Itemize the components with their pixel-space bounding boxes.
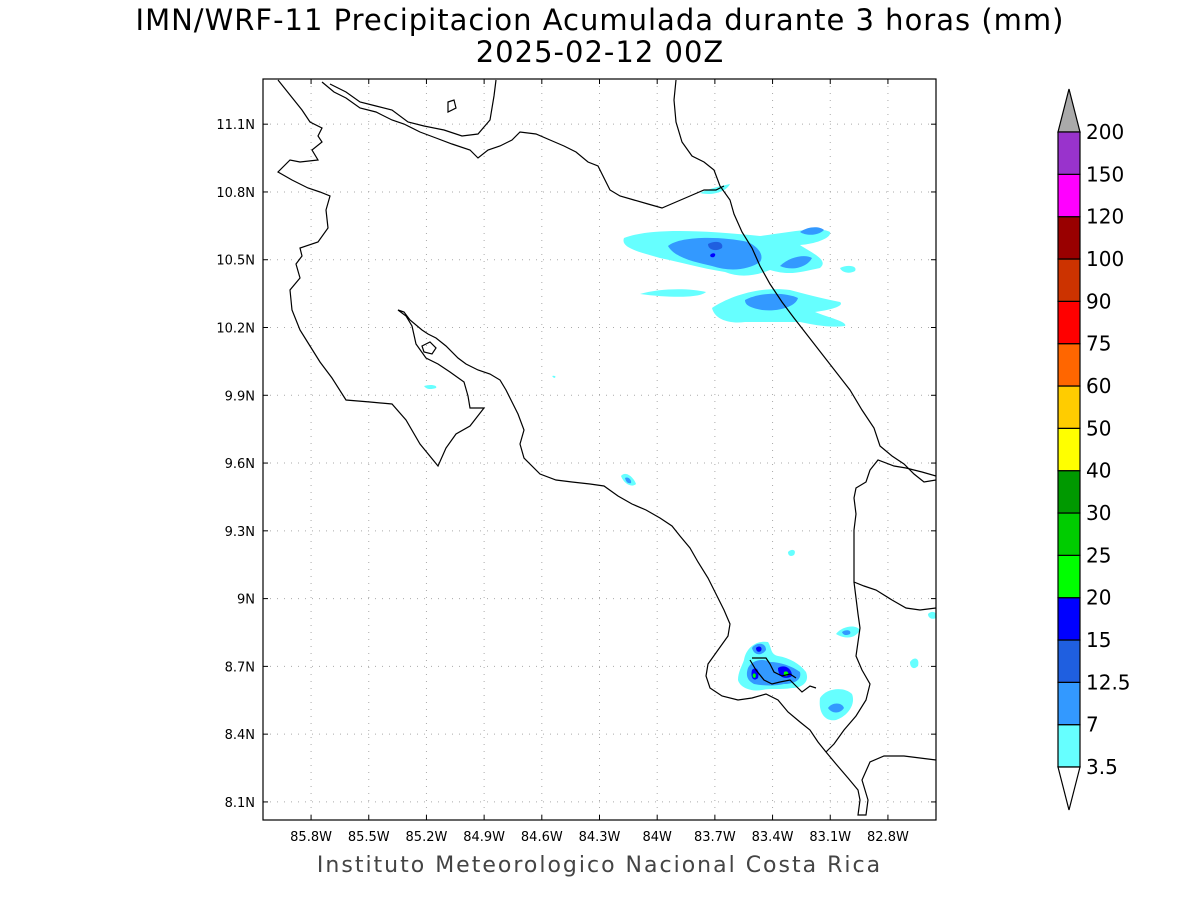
colorbar-label: 40 [1086, 459, 1111, 483]
colorbar-label: 200 [1086, 120, 1124, 144]
colorbar-label: 12.5 [1086, 670, 1131, 694]
colorbar-label: 100 [1086, 247, 1124, 271]
map-footer: Instituto Meteorologico Nacional Costa R… [316, 853, 883, 878]
colorbar-label: 75 [1086, 332, 1111, 356]
pacific-coastline [277, 79, 936, 816]
precip-area-very-heavy [710, 253, 716, 258]
lon-tick-label: 85.8W [290, 830, 332, 845]
colorbar-label: 3.5 [1086, 755, 1118, 779]
colorbar-over-arrow [1057, 88, 1081, 133]
colorbar-swatch [1057, 216, 1081, 260]
lat-tick-label: 9.3N [225, 525, 255, 540]
colorbar-swatch [1057, 470, 1081, 514]
colorbar-swatch [1057, 427, 1081, 472]
colorbar-label: 50 [1086, 416, 1111, 440]
precip-area-light [640, 289, 706, 297]
precip-area-heavy [708, 241, 723, 251]
precipitation-areas [424, 184, 936, 721]
colorbar-swatch [1057, 258, 1081, 302]
precip-area-green [752, 673, 756, 678]
colorbar-swatch [1057, 512, 1081, 556]
precip-area-moderate [625, 477, 632, 484]
lon-tick-label: 83.7W [694, 830, 736, 845]
lat-tick-label: 10.8N [216, 186, 255, 201]
map-title: IMN/WRF-11 Precipitacion Acumulada duran… [135, 3, 1065, 37]
lon-tick-label: 84.6W [521, 830, 563, 845]
colorbar-label: 25 [1086, 543, 1111, 567]
lat-tick-label: 10.5N [216, 254, 255, 269]
latitude-axis: 11.1N 10.8N 10.5N 10.2N 9.9N 9.6N 9.3N 9N 8.7N 8.… [216, 118, 936, 811]
colorbar-swatch [1057, 173, 1081, 218]
caribbean-coastline [673, 79, 936, 483]
coastlines-and-borders [277, 79, 936, 816]
lon-tick-label: 85.5W [348, 830, 390, 845]
nicoya-island [421, 341, 437, 355]
precip-area-very-heavy [756, 646, 762, 652]
panama-border [853, 459, 936, 611]
colorbar-swatch [1057, 554, 1081, 599]
lat-tick-label: 11.1N [216, 118, 255, 133]
colorbar-swatch [1057, 385, 1081, 429]
lat-tick-label: 8.4N [225, 728, 255, 743]
colorbar-label: 15 [1086, 628, 1111, 652]
nicaragua-border [321, 81, 725, 209]
lon-tick-label: 82.8W [867, 830, 909, 845]
colorbar-label: 150 [1086, 162, 1124, 186]
colorbar-swatch [1057, 131, 1081, 175]
precip-area-moderate [842, 630, 851, 636]
lon-tick-label: 84W [642, 830, 672, 845]
lat-tick-label: 9N [237, 593, 255, 608]
precip-area-light [928, 611, 936, 619]
panama-border-south [825, 581, 871, 753]
osa-peninsula [749, 659, 817, 693]
colorbar-swatch [1057, 681, 1081, 726]
small-island [447, 99, 457, 113]
colorbar-label: 90 [1086, 289, 1111, 313]
lon-tick-label: 84.3W [579, 830, 621, 845]
lon-tick-label: 85.2W [406, 830, 448, 845]
colorbar-label: 7 [1086, 713, 1099, 737]
colorbar-label: 30 [1086, 501, 1111, 525]
colorbar-swatch [1057, 724, 1081, 768]
colorbar-swatch [1057, 639, 1081, 683]
lat-tick-label: 8.7N [225, 660, 255, 675]
lat-tick-label: 8.1N [225, 796, 255, 811]
map-subtitle: 2025-02-12 00Z [475, 35, 725, 69]
precip-area-light [840, 265, 856, 273]
lat-tick-label: 9.9N [225, 389, 255, 404]
lon-tick-label: 83.1W [809, 830, 851, 845]
precip-area-light [552, 375, 556, 378]
grid-lines [263, 79, 936, 820]
precip-area-moderate [746, 660, 801, 686]
lon-tick-label: 84.9W [463, 830, 505, 845]
precip-area-light [700, 184, 730, 194]
colorbar-label: 120 [1086, 205, 1124, 229]
colorbar-under-arrow [1057, 766, 1081, 811]
precip-area-moderate [828, 703, 844, 713]
colorbar-swatch [1057, 300, 1081, 345]
precip-area-moderate [780, 256, 812, 269]
precip-area-light [424, 384, 437, 390]
colorbar-swatch [1057, 597, 1081, 641]
golfo-dulce [752, 657, 797, 679]
lat-tick-label: 10.2N [216, 322, 255, 337]
lat-tick-label: 9.6N [225, 457, 255, 472]
precip-area-moderate [800, 227, 824, 235]
lon-tick-label: 83.4W [752, 830, 794, 845]
precip-area-light [910, 658, 919, 669]
colorbar-label: 60 [1086, 374, 1111, 398]
colorbar-swatch [1057, 343, 1081, 387]
colorbar: 3.5 7 12.5 15 20 25 30 40 50 60 75 90 100 120 150 200 [1057, 88, 1131, 811]
nicaragua-coast [329, 79, 497, 137]
colorbar-label: 20 [1086, 586, 1111, 610]
longitude-axis: 85.8W 85.5W 85.2W 84.9W 84.6W 84.3W 84W 83.7W 83… [290, 79, 909, 845]
precip-area-light [788, 549, 795, 556]
